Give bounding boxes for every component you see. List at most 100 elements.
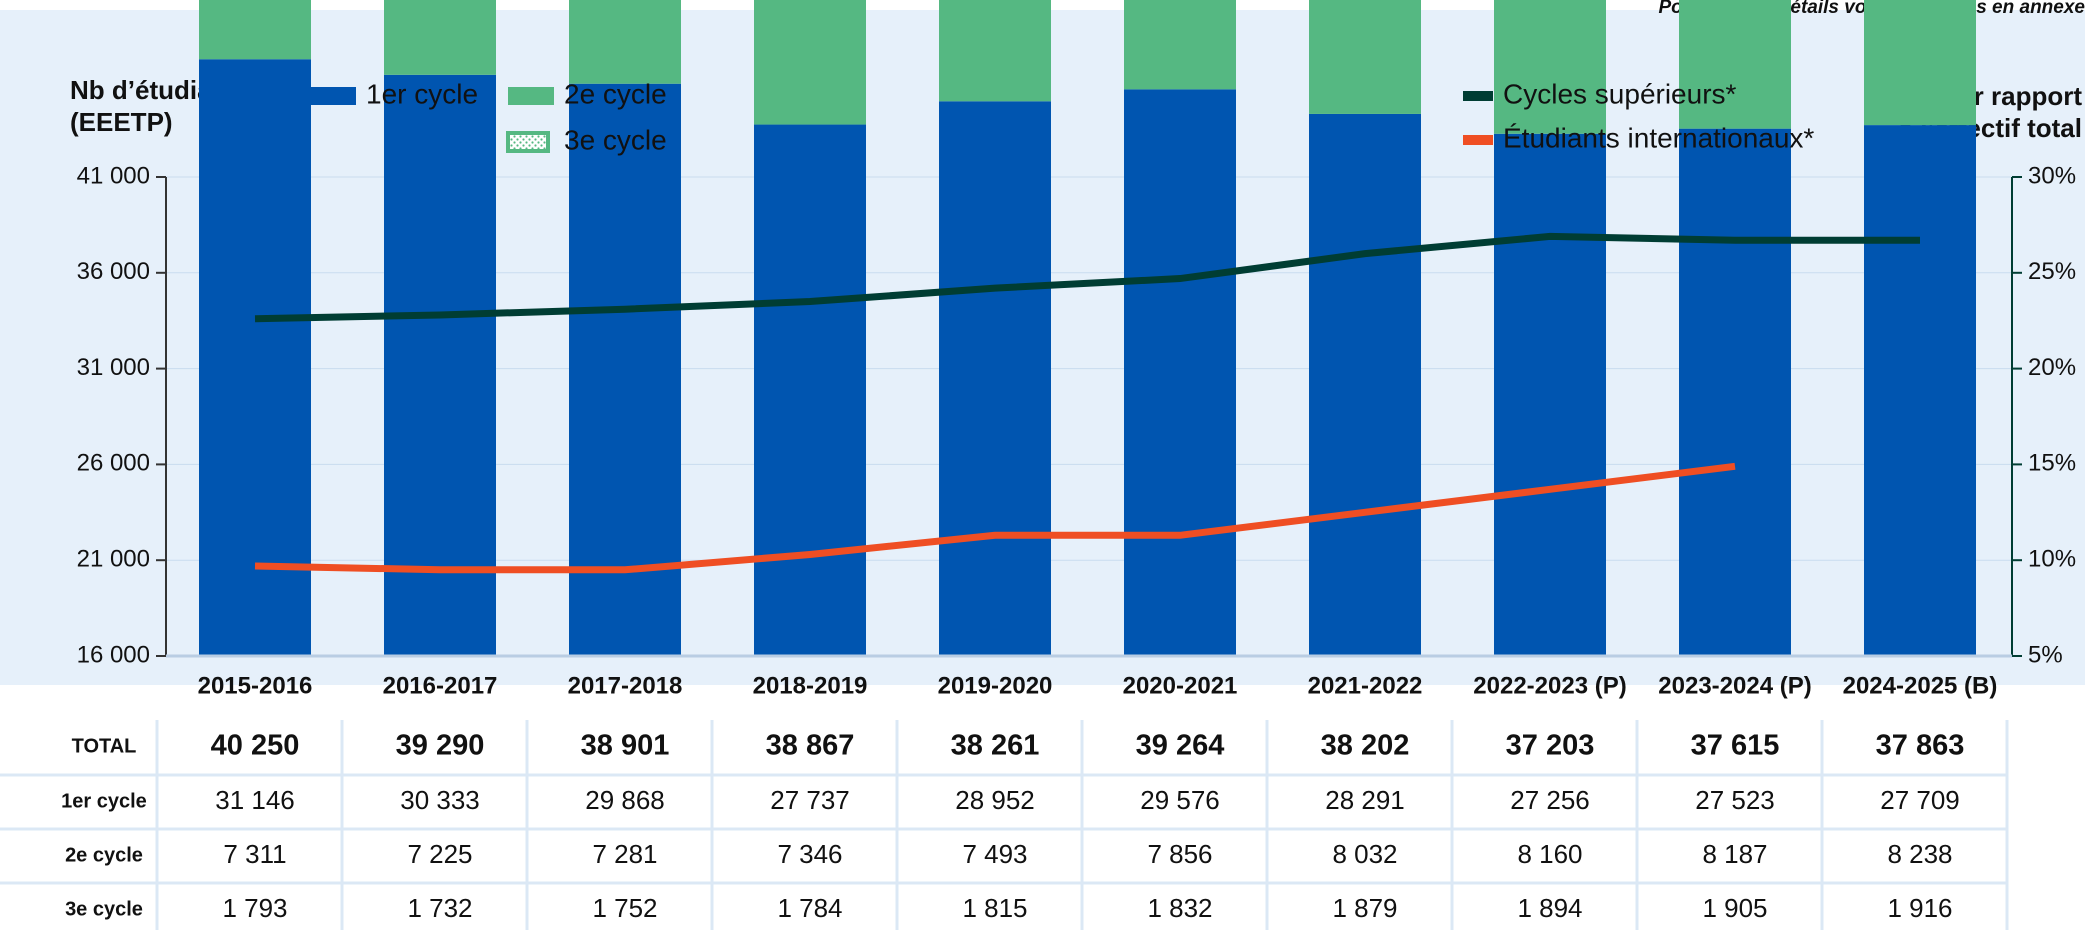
table-cell: 39 264: [1136, 730, 1225, 762]
legend-swatch: [1463, 135, 1493, 145]
table-cell: 1 832: [1147, 893, 1212, 923]
bar-segment: [1124, 0, 1236, 90]
bar-segment: [1679, 128, 1791, 657]
y-tick-label: 36 000: [77, 258, 150, 285]
table-cell: 27 737: [770, 785, 850, 815]
legend-label: Cycles supérieurs*: [1503, 78, 1737, 109]
table-cell: 28 291: [1325, 785, 1405, 815]
bar-segment: [384, 74, 496, 657]
table-cell: 37 203: [1506, 730, 1595, 762]
table-cell: 7 493: [962, 839, 1027, 869]
bar-segment: [939, 0, 1051, 102]
table-cell: 38 901: [581, 730, 670, 762]
legend-label: Étudiants internationaux*: [1503, 122, 1814, 153]
table-cell: 37 863: [1876, 730, 1965, 762]
x-tick-label: 2021-2022: [1308, 672, 1423, 699]
y-tick-label: 31 000: [77, 354, 150, 381]
y-tick-label: 41 000: [77, 162, 150, 189]
table-cell: 7 856: [1147, 839, 1212, 869]
bar-segment: [1494, 133, 1606, 657]
legend-swatch: [506, 131, 550, 153]
table-cell: 8 032: [1332, 839, 1397, 869]
table-cell: 29 868: [585, 785, 665, 815]
x-tick-label: 2022-2023 (P): [1473, 672, 1626, 699]
table-cell: 1 905: [1702, 893, 1767, 923]
table-cell: 28 952: [955, 785, 1035, 815]
legend-swatch: [310, 87, 356, 105]
bar-segment: [569, 83, 681, 656]
y2-tick-label: 25%: [2028, 258, 2076, 285]
table-cell: 1 784: [777, 893, 842, 923]
x-tick-label: 2023-2024 (P): [1658, 672, 1811, 699]
y2-tick-label: 10%: [2028, 546, 2076, 573]
x-tick-label: 2018-2019: [753, 672, 868, 699]
table-row-header: 1er cycle: [61, 790, 147, 812]
table-cell: 7 346: [777, 839, 842, 869]
table-row-header: 3e cycle: [65, 898, 143, 920]
bar-segment: [199, 0, 311, 60]
table-cell: 38 261: [951, 730, 1040, 762]
bar-segment: [1124, 89, 1236, 656]
table-cell: 1 793: [222, 893, 287, 923]
legend-label: 2e cycle: [564, 78, 667, 109]
y2-tick-label: 20%: [2028, 354, 2076, 381]
y-tick-label: 21 000: [77, 546, 150, 573]
x-tick-label: 2015-2016: [198, 672, 313, 699]
legend-swatch: [1463, 91, 1493, 101]
x-tick-label: 2017-2018: [568, 672, 683, 699]
y2-tick-label: 15%: [2028, 450, 2076, 477]
table-cell: 1 732: [407, 893, 472, 923]
bar-segment: [384, 0, 496, 75]
table-row-header: 2e cycle: [65, 844, 143, 866]
bar-segment: [1309, 0, 1421, 114]
table-cell: 37 615: [1691, 730, 1780, 762]
legend-label: 1er cycle: [366, 78, 478, 109]
y2-tick-label: 30%: [2028, 162, 2076, 189]
x-tick-label: 2020-2021: [1123, 672, 1238, 699]
table-cell: 29 576: [1140, 785, 1220, 815]
table-cell: 40 250: [211, 730, 300, 762]
x-tick-label: 2019-2020: [938, 672, 1053, 699]
bar-segment: [1864, 125, 1976, 656]
bar-segment: [199, 59, 311, 657]
y-tick-label: 26 000: [77, 450, 150, 477]
bar-segment: [1309, 113, 1421, 656]
bar-segment: [1494, 0, 1606, 134]
table-cell: 31 146: [215, 785, 295, 815]
y-tick-label: 16 000: [77, 641, 150, 668]
table-cell: 8 187: [1702, 839, 1767, 869]
x-tick-label: 2024-2025 (B): [1843, 672, 1998, 699]
table-cell: 8 160: [1517, 839, 1582, 869]
line-series: [254, 462, 1736, 574]
table-cell: 1 916: [1887, 893, 1952, 923]
table-cell: 27 256: [1510, 785, 1590, 815]
bar-segment: [1679, 0, 1791, 129]
table-cell: 30 333: [400, 785, 480, 815]
bar-segment: [754, 124, 866, 656]
table-cell: 38 867: [766, 730, 855, 762]
table-cell: 27 523: [1695, 785, 1775, 815]
bar-segment: [1864, 0, 1976, 126]
table-row-header: TOTAL: [72, 735, 137, 757]
line-series: [254, 232, 1920, 323]
x-tick-label: 2016-2017: [383, 672, 498, 699]
bar-segment: [939, 101, 1051, 657]
table-cell: 1 752: [592, 893, 657, 923]
legend-swatch: [508, 87, 554, 105]
table-cell: 39 290: [396, 730, 485, 762]
table-cell: 7 311: [223, 839, 286, 869]
bar-segment: [569, 0, 681, 84]
table-cell: 8 238: [1887, 839, 1952, 869]
bar-segment: [754, 0, 866, 125]
table-cell: 38 202: [1321, 730, 1410, 762]
y2-tick-label: 5%: [2028, 641, 2063, 668]
table-cell: 1 879: [1332, 893, 1397, 923]
table-cell: 27 709: [1880, 785, 1960, 815]
table-cell: 7 225: [407, 839, 472, 869]
legend-label: 3e cycle: [564, 124, 667, 155]
y-axis-label: (EEETP): [70, 107, 173, 137]
table-cell: 7 281: [592, 839, 657, 869]
table-cell: 1 815: [962, 893, 1027, 923]
table-cell: 1 894: [1517, 893, 1582, 923]
